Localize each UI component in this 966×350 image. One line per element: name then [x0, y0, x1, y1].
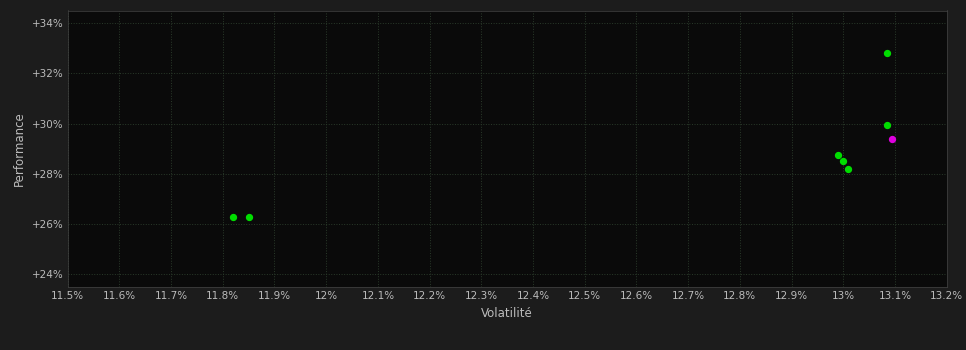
Y-axis label: Performance: Performance	[14, 111, 26, 186]
Point	[885, 136, 900, 141]
Point	[225, 214, 241, 219]
Point	[879, 50, 895, 56]
Point	[836, 159, 851, 164]
Point	[879, 122, 895, 128]
X-axis label: Volatilité: Volatilité	[481, 307, 533, 320]
Point	[831, 152, 846, 158]
Point	[840, 166, 856, 172]
Point	[241, 214, 256, 219]
